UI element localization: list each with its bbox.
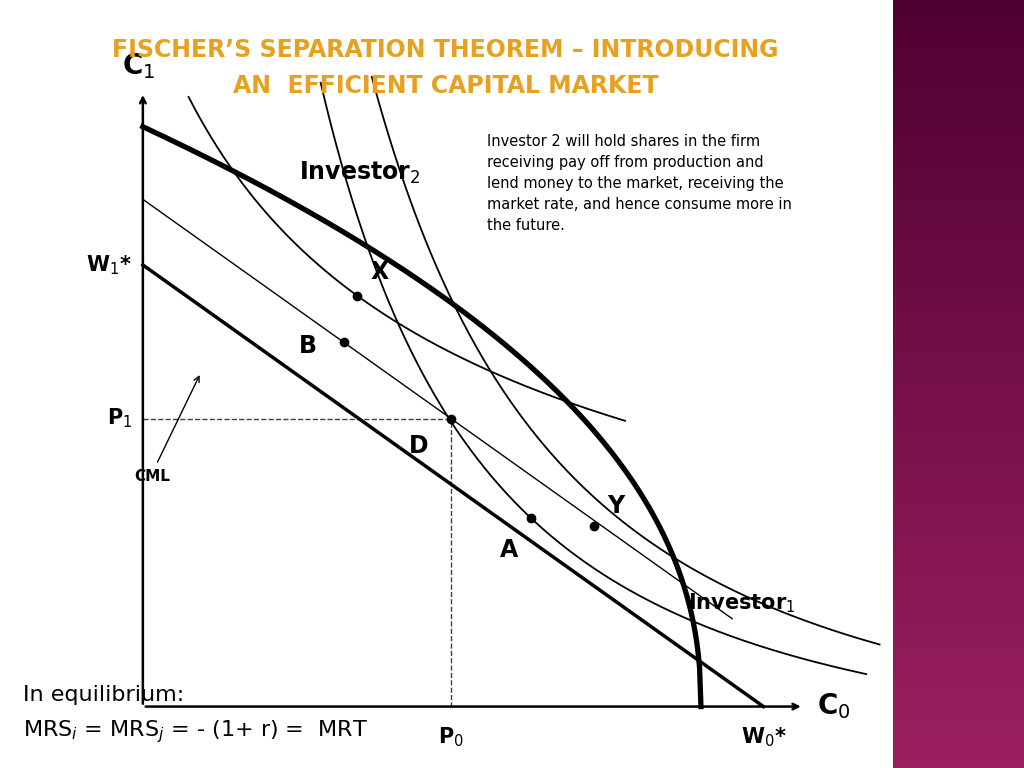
Text: CML: CML — [134, 468, 170, 484]
Text: P$_1$: P$_1$ — [106, 407, 132, 430]
Text: W$_0$*: W$_0$* — [740, 726, 786, 750]
Text: P$_0$: P$_0$ — [438, 726, 464, 750]
Text: Investor$_1$: Investor$_1$ — [687, 591, 795, 614]
Text: C$_1$: C$_1$ — [122, 51, 155, 81]
Text: In equilibrium:: In equilibrium: — [23, 685, 183, 705]
Text: B: B — [299, 333, 317, 358]
Text: Investor$_2$: Investor$_2$ — [299, 160, 421, 186]
Text: W$_1$*: W$_1$* — [86, 253, 132, 276]
Text: X: X — [371, 260, 389, 284]
Text: Y: Y — [607, 495, 625, 518]
Text: C$_0$: C$_0$ — [817, 692, 851, 721]
Text: D: D — [409, 434, 429, 458]
Text: MRS$_i$ = MRS$_j$ = - (1+ r) =  MRT: MRS$_i$ = MRS$_j$ = - (1+ r) = MRT — [23, 718, 368, 744]
Text: FISCHER’S SEPARATION THEOREM – INTRODUCING: FISCHER’S SEPARATION THEOREM – INTRODUCI… — [113, 38, 778, 62]
Text: Investor 2 will hold shares in the firm
receiving pay off from production and
le: Investor 2 will hold shares in the firm … — [486, 134, 792, 233]
Text: A: A — [500, 538, 518, 561]
Text: AN  EFFICIENT CAPITAL MARKET: AN EFFICIENT CAPITAL MARKET — [232, 74, 658, 98]
